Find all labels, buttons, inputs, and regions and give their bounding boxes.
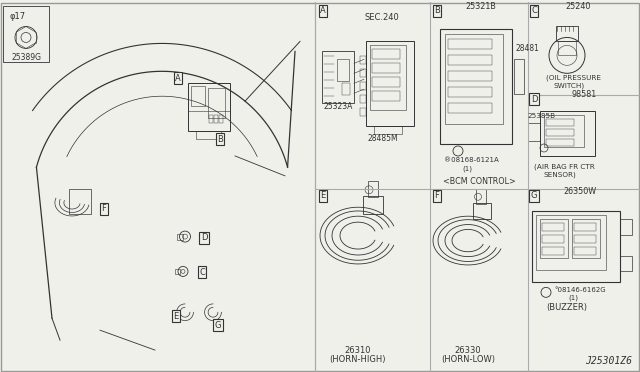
Text: SWITCH): SWITCH): [554, 82, 585, 89]
Text: (OIL PRESSURE: (OIL PRESSURE: [546, 74, 601, 81]
Text: 25385B: 25385B: [527, 113, 555, 119]
Text: 98581: 98581: [572, 90, 597, 99]
Bar: [188, 83, 230, 131]
Bar: [208, 88, 225, 118]
Bar: [528, 123, 540, 141]
Bar: [540, 219, 568, 259]
Bar: [360, 108, 366, 116]
Text: A: A: [175, 74, 181, 83]
Text: A: A: [320, 6, 326, 15]
Bar: [372, 91, 400, 101]
Bar: [542, 223, 564, 231]
Bar: [448, 71, 492, 81]
Text: (1): (1): [568, 294, 578, 301]
Bar: [542, 247, 564, 254]
Text: E: E: [321, 191, 326, 200]
Bar: [363, 196, 383, 214]
Bar: [620, 256, 632, 272]
Text: B: B: [217, 135, 223, 144]
Text: (HORN-HIGH): (HORN-HIGH): [330, 355, 387, 364]
Text: SEC.240: SEC.240: [365, 13, 399, 22]
Bar: [177, 234, 183, 240]
Bar: [540, 111, 595, 156]
Bar: [214, 115, 218, 123]
Bar: [337, 60, 349, 81]
Bar: [542, 235, 564, 243]
Bar: [374, 126, 402, 134]
Text: 25389G: 25389G: [11, 53, 41, 62]
Bar: [191, 86, 205, 106]
Text: 26310: 26310: [345, 346, 371, 355]
Text: ®08168-6121A: ®08168-6121A: [444, 157, 499, 163]
Bar: [370, 45, 406, 110]
Bar: [366, 41, 414, 126]
Bar: [360, 57, 366, 64]
Text: C: C: [199, 268, 205, 277]
Bar: [440, 29, 512, 144]
Bar: [372, 77, 400, 87]
Bar: [448, 103, 492, 113]
Text: SENSOR): SENSOR): [544, 172, 577, 178]
Bar: [544, 115, 584, 147]
Bar: [196, 131, 221, 139]
Text: 26350W: 26350W: [563, 187, 596, 196]
Text: φ17: φ17: [10, 12, 26, 20]
Text: G: G: [215, 321, 221, 330]
Bar: [360, 82, 366, 90]
Bar: [572, 219, 600, 259]
Text: 25323A: 25323A: [324, 102, 353, 111]
Text: (1): (1): [462, 166, 472, 172]
Text: (HORN-LOW): (HORN-LOW): [441, 355, 495, 364]
Text: F: F: [102, 204, 106, 213]
Bar: [536, 215, 606, 270]
Text: 26330: 26330: [454, 346, 481, 355]
Bar: [3, 6, 49, 62]
Text: B: B: [434, 6, 440, 15]
Text: (BUZZER): (BUZZER): [546, 303, 587, 312]
Text: 25321B: 25321B: [465, 1, 496, 10]
Bar: [175, 269, 180, 275]
Text: °08146-6162G: °08146-6162G: [554, 287, 605, 294]
Text: (AIR BAG FR CTR: (AIR BAG FR CTR: [534, 164, 595, 170]
Text: D: D: [531, 95, 537, 104]
Text: J25301Z6: J25301Z6: [585, 356, 632, 366]
Text: G: G: [531, 191, 537, 200]
Bar: [546, 119, 574, 126]
Bar: [448, 39, 492, 49]
Bar: [574, 223, 596, 231]
Text: E: E: [173, 312, 179, 321]
Bar: [558, 41, 576, 55]
Bar: [322, 51, 354, 103]
Text: 28481: 28481: [516, 44, 540, 54]
Text: <BCM CONTROL>: <BCM CONTROL>: [443, 177, 516, 186]
Text: F: F: [435, 191, 440, 200]
Bar: [448, 55, 492, 65]
Bar: [620, 219, 632, 235]
Bar: [342, 83, 350, 95]
Bar: [532, 211, 620, 282]
Text: C: C: [531, 6, 537, 15]
Text: 28485M: 28485M: [368, 134, 399, 143]
Bar: [574, 235, 596, 243]
Bar: [476, 189, 486, 204]
Bar: [360, 95, 366, 103]
Text: D: D: [201, 233, 207, 242]
Bar: [69, 189, 91, 214]
Bar: [368, 181, 378, 197]
Bar: [556, 26, 578, 41]
Bar: [360, 69, 366, 77]
Bar: [546, 139, 574, 146]
Bar: [372, 49, 400, 60]
Bar: [574, 247, 596, 254]
Bar: [514, 60, 524, 94]
Bar: [473, 203, 491, 219]
Bar: [445, 35, 503, 124]
Bar: [219, 115, 223, 123]
Text: 25240: 25240: [565, 1, 590, 10]
Bar: [209, 115, 213, 123]
Bar: [448, 87, 492, 97]
Bar: [372, 63, 400, 73]
Bar: [546, 129, 574, 136]
